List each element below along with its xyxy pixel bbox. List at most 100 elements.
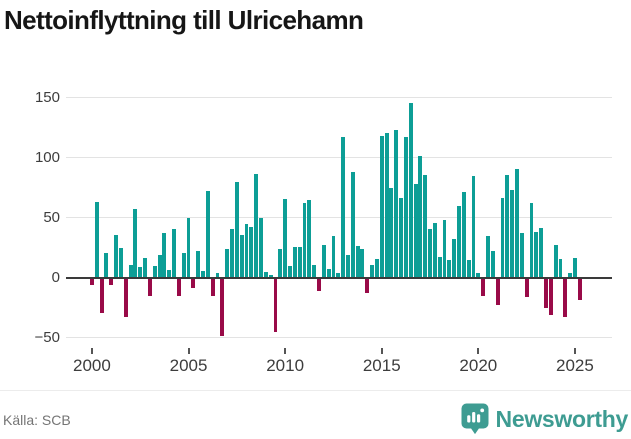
x-tick-label: 2000	[73, 356, 111, 375]
bar	[418, 156, 423, 277]
bar	[317, 279, 321, 292]
x-axis-line	[66, 277, 612, 279]
bar	[515, 169, 519, 277]
bar	[548, 279, 553, 316]
bar	[486, 236, 490, 277]
bar	[191, 279, 196, 288]
bar	[437, 256, 442, 277]
bar	[215, 273, 220, 277]
bar	[230, 229, 234, 277]
bar	[307, 200, 312, 277]
bar	[558, 259, 563, 277]
bar	[573, 257, 577, 277]
bar	[423, 175, 428, 277]
bar	[447, 260, 452, 277]
gridline-100	[66, 157, 612, 159]
bar	[205, 190, 210, 277]
x-tick	[477, 348, 480, 354]
bar	[461, 192, 466, 277]
bar	[408, 103, 413, 277]
bar	[104, 253, 109, 277]
bar	[90, 279, 94, 286]
bar	[384, 133, 389, 277]
bar	[292, 247, 297, 277]
bar	[355, 245, 360, 277]
bar	[210, 279, 215, 297]
x-tick	[90, 348, 93, 354]
bar	[225, 249, 230, 277]
x-tick-label: 2020	[459, 356, 498, 375]
bar	[403, 136, 408, 277]
bar	[495, 279, 500, 305]
bar	[147, 279, 152, 297]
bar	[94, 201, 99, 277]
bar	[259, 218, 263, 277]
bar	[577, 279, 582, 300]
bar	[321, 244, 326, 277]
bar	[350, 171, 355, 277]
bar	[500, 197, 505, 277]
x-tick-label: 2015	[362, 356, 401, 375]
bar	[172, 229, 176, 277]
bar	[123, 279, 128, 317]
gridline-50	[66, 217, 612, 219]
y-tick-label: 50	[43, 209, 60, 227]
bar	[162, 232, 167, 277]
chart-title: Nettoinflyttning till Ulricehamn	[4, 5, 364, 35]
bar	[481, 279, 486, 297]
bar	[196, 250, 201, 277]
bar	[379, 135, 384, 277]
bar	[268, 274, 273, 277]
bar	[394, 129, 399, 277]
newsworthy-wordmark: Newsworthy	[495, 405, 629, 432]
bar	[341, 136, 346, 277]
y-tick-label: −50	[34, 328, 60, 346]
source-caption: Källa: SCB	[3, 412, 71, 428]
gridline-150	[66, 97, 612, 99]
bar	[534, 231, 539, 277]
x-tick	[284, 348, 287, 354]
bar	[336, 273, 341, 277]
bar	[297, 247, 302, 277]
bar	[374, 259, 379, 277]
x-tick	[573, 348, 576, 354]
footer-divider	[0, 390, 631, 391]
bar	[413, 183, 418, 277]
bar	[466, 260, 471, 277]
newsworthy-logo: Newsworthy	[461, 403, 628, 435]
bar	[114, 235, 119, 277]
y-tick-label: 0	[51, 269, 60, 286]
bar	[263, 272, 268, 277]
bar	[128, 265, 133, 277]
bar	[370, 265, 375, 277]
bar	[490, 250, 495, 277]
bar	[176, 279, 181, 297]
bar	[278, 249, 283, 277]
bar	[529, 202, 534, 277]
bar	[283, 199, 288, 277]
bar	[239, 235, 244, 277]
bar	[432, 223, 437, 277]
bar	[365, 279, 370, 293]
bar	[234, 182, 239, 277]
bar	[133, 208, 138, 277]
bar	[331, 236, 336, 277]
bar	[326, 268, 331, 277]
y-tick-label: 150	[34, 89, 60, 107]
bar	[563, 279, 568, 317]
bar	[288, 266, 292, 277]
bar	[519, 232, 524, 277]
bar	[457, 206, 461, 277]
x-tick	[380, 348, 383, 354]
bar	[510, 189, 515, 277]
bar	[186, 218, 191, 277]
bar	[157, 255, 162, 277]
bar	[254, 174, 259, 277]
bar	[99, 279, 104, 313]
bar	[553, 244, 558, 277]
gridline--50	[66, 336, 612, 338]
bar	[220, 279, 225, 336]
bar	[152, 266, 157, 277]
bar	[109, 279, 114, 286]
